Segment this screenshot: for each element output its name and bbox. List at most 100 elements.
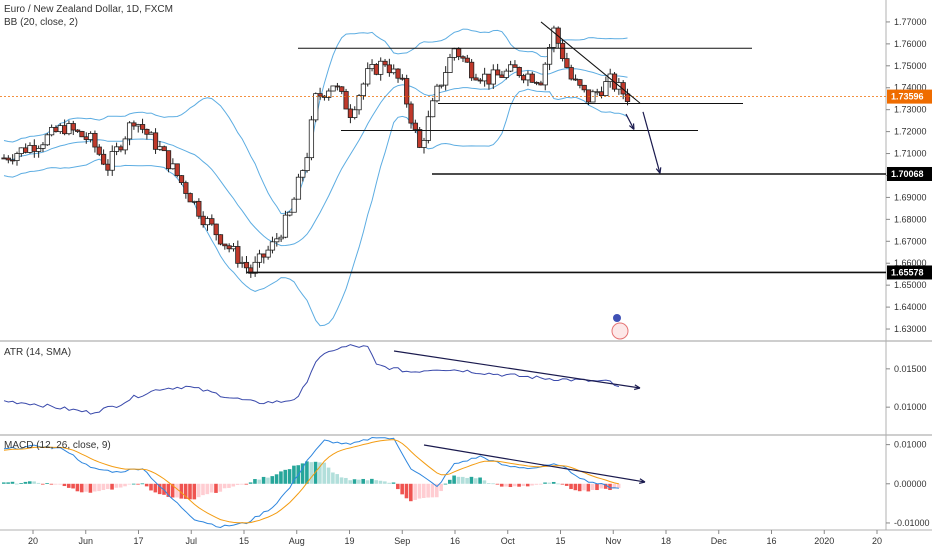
macd-histogram-bar xyxy=(114,483,119,488)
x-tick-label: 18 xyxy=(661,536,671,546)
macd-histogram-bar xyxy=(66,483,71,488)
macd-histogram-bar xyxy=(188,483,192,500)
macd-histogram-bar xyxy=(309,462,314,484)
candle-body xyxy=(144,128,150,135)
macd-histogram-bar xyxy=(201,483,205,496)
candle-body xyxy=(304,157,310,172)
candle-body xyxy=(66,123,72,135)
macd-histogram-bar xyxy=(443,483,448,485)
macd-histogram-bar xyxy=(2,482,6,484)
x-tick-label: Jun xyxy=(78,536,93,546)
candle-body xyxy=(603,81,609,97)
candle-body xyxy=(482,73,488,82)
candle-body xyxy=(538,82,544,86)
candle-body xyxy=(252,261,258,274)
candle-body xyxy=(490,69,496,85)
candle-body xyxy=(191,200,198,203)
macd-histogram-bar xyxy=(274,474,279,484)
ideas-icon xyxy=(611,322,629,340)
candle-body xyxy=(594,91,600,94)
candle-body xyxy=(447,57,453,73)
macd-histogram-bar xyxy=(361,478,365,484)
y-tick-label: 1.66000 xyxy=(894,258,927,268)
candle-body xyxy=(624,93,631,102)
macd-histogram-bar xyxy=(357,479,361,484)
candle-body xyxy=(352,109,358,118)
candle-body xyxy=(585,89,592,103)
candle-body xyxy=(404,78,410,105)
macd-histogram-bar xyxy=(612,483,617,489)
macd-line xyxy=(3,436,619,529)
candle-body xyxy=(326,90,332,98)
candle-body xyxy=(334,85,341,88)
candle-body xyxy=(282,214,289,238)
macd-histogram-bar xyxy=(413,483,417,500)
macd-histogram-bar xyxy=(175,483,179,498)
macd-histogram-bar xyxy=(396,483,400,490)
y-tick-label: 1.63000 xyxy=(894,324,927,334)
macd-signal-line xyxy=(3,439,620,524)
macd-histogram-bar xyxy=(603,483,608,489)
candle-body xyxy=(564,58,570,68)
candle-body xyxy=(438,84,444,87)
candle-body xyxy=(14,153,20,161)
descending-trendline xyxy=(540,21,641,104)
candle-body xyxy=(434,85,440,102)
macd-histogram-bar xyxy=(270,476,275,484)
macd-histogram-bar xyxy=(452,475,456,484)
candle-body xyxy=(308,119,315,159)
macd-histogram-bar xyxy=(157,483,162,495)
macd-histogram-bar xyxy=(32,481,36,484)
x-tick-label: 17 xyxy=(133,536,143,546)
candle-body xyxy=(243,261,250,269)
candle-body xyxy=(521,75,527,81)
macd-histogram-bar xyxy=(170,483,175,498)
candle-body xyxy=(525,73,531,81)
macd-histogram-bar xyxy=(40,483,45,485)
candle-body xyxy=(274,238,280,243)
macd-histogram-bar xyxy=(352,479,357,484)
macd-histogram-bar xyxy=(231,483,236,487)
x-tick-label: 16 xyxy=(766,536,776,546)
x-tick-label: 20 xyxy=(872,536,882,546)
macd-histogram-bar xyxy=(387,482,391,484)
candle-body xyxy=(559,42,566,59)
arrow-target xyxy=(642,111,661,174)
candle-body xyxy=(88,132,94,140)
candle-body xyxy=(581,84,587,91)
macd-histogram-bar xyxy=(469,476,474,484)
y-tick-label: 1.72000 xyxy=(894,127,927,137)
macd-histogram-bar xyxy=(214,483,218,493)
macd-histogram-bar xyxy=(240,483,244,485)
candle-body xyxy=(196,200,202,217)
macd-histogram-bar xyxy=(478,477,482,484)
candle-body xyxy=(512,64,518,68)
macd-histogram-bar xyxy=(473,478,478,484)
chart-title: Euro / New Zealand Dollar, 1D, FXCM xyxy=(4,4,173,15)
macd-histogram-bar xyxy=(92,483,97,492)
macd-histogram-bar xyxy=(348,480,352,484)
macd-histogram-bar xyxy=(456,476,461,484)
macd-histogram-bar xyxy=(140,483,145,485)
macd-histogram-bar xyxy=(370,478,374,484)
x-tick-label: 20 xyxy=(28,536,38,546)
macd-histogram-bar xyxy=(378,480,383,484)
macd-histogram-bar xyxy=(409,483,413,502)
candle-body xyxy=(217,234,224,245)
y-tick-label: 1.69000 xyxy=(894,192,927,202)
candle-body xyxy=(529,73,535,83)
candle-body xyxy=(10,159,16,162)
candle-body xyxy=(412,122,418,130)
candle-body xyxy=(239,261,245,264)
price-label-text: 1.73596 xyxy=(891,92,924,102)
candle-body xyxy=(105,163,111,171)
macd-histogram-bar xyxy=(131,483,136,485)
candle-body xyxy=(135,124,141,127)
candle-body xyxy=(131,122,137,127)
candle-body xyxy=(343,91,349,110)
candle-body xyxy=(139,124,146,130)
y-tick-label: 1.68000 xyxy=(894,214,927,224)
bb-indicator-label: BB (20, close, 2) xyxy=(4,17,78,28)
